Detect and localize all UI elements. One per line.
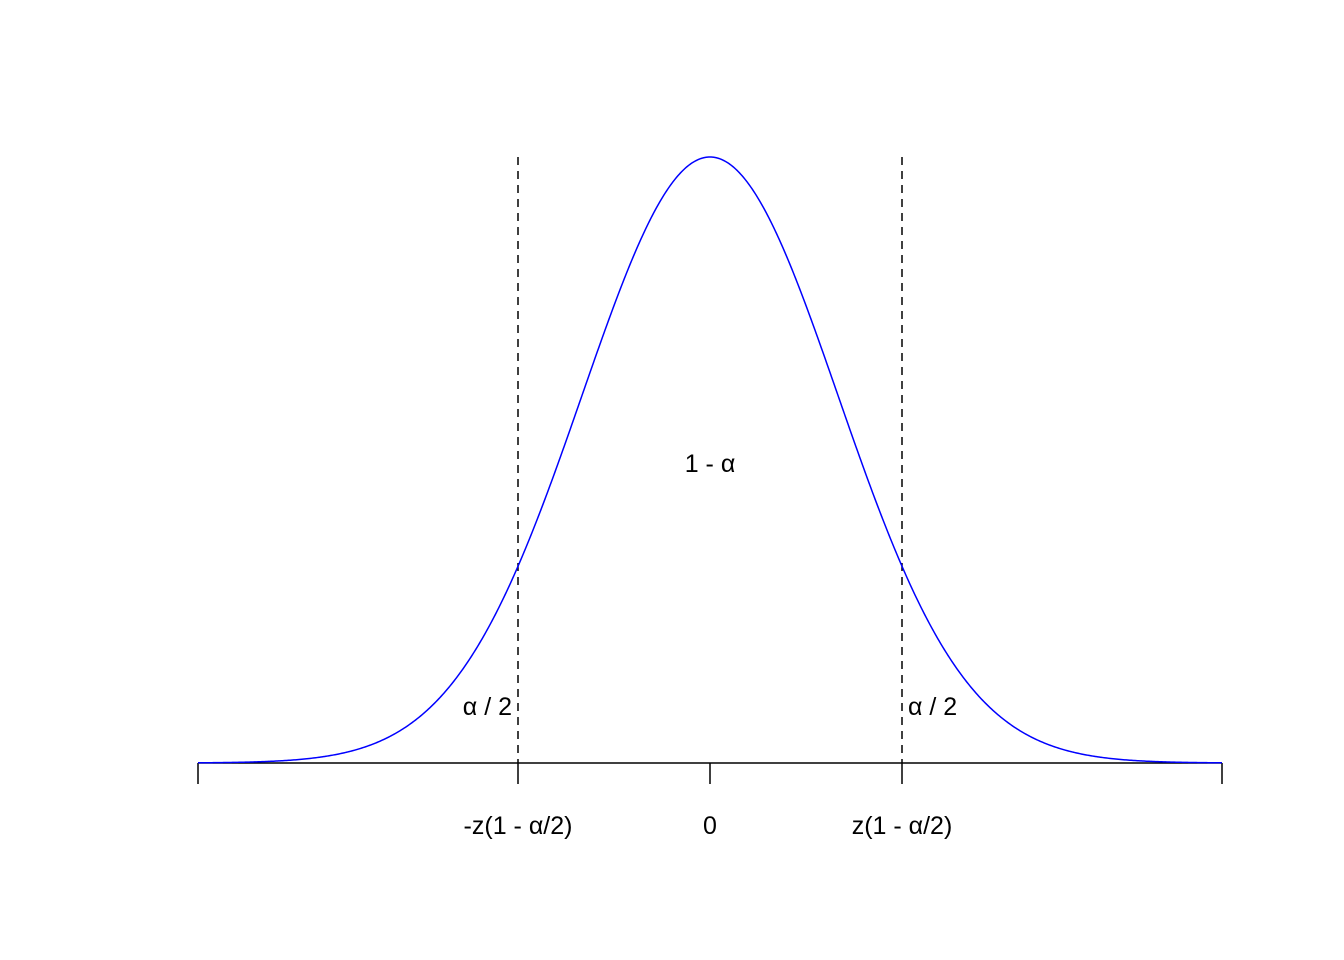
left-tail-label: α / 2 <box>463 693 512 721</box>
x-tick-label: 0 <box>703 812 717 840</box>
x-tick-label: z(1 - α/2) <box>852 812 953 840</box>
density-curve <box>197 156 1223 764</box>
center-area-label: 1 - α <box>685 450 736 478</box>
right-tail-label: α / 2 <box>908 693 957 721</box>
x-tick-label: -z(1 - α/2) <box>464 812 573 840</box>
